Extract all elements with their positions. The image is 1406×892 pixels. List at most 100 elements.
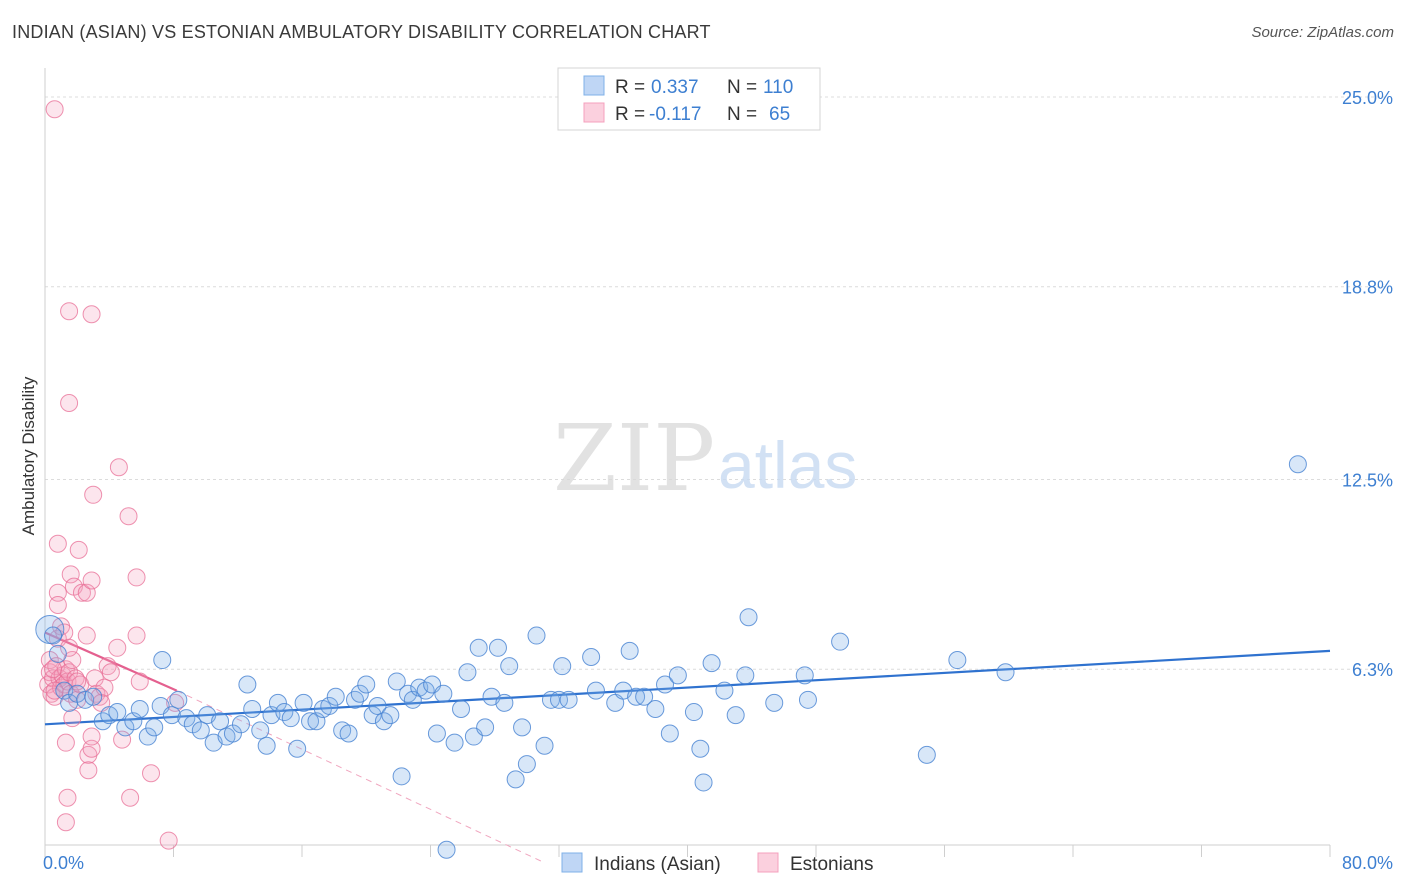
indians-point-81 xyxy=(559,690,578,709)
indians-point-91 xyxy=(660,724,679,743)
gridlines xyxy=(45,96,1385,670)
indians-point-63 xyxy=(445,733,464,752)
indians-point-83 xyxy=(586,681,605,700)
estonians-point-63 xyxy=(142,764,161,783)
indians-point-104 xyxy=(831,632,850,651)
estonians-point-54 xyxy=(101,663,120,682)
estonians-point-58 xyxy=(119,507,138,526)
estonians-point-43 xyxy=(82,739,101,758)
indians-point-2 xyxy=(48,644,67,663)
axes xyxy=(44,68,1331,857)
x-tick-label-max: 80.0% xyxy=(1342,853,1393,873)
indians-point-49 xyxy=(363,706,382,725)
y-tick-label-0: 6.3% xyxy=(1352,660,1393,680)
estonians-point-31 xyxy=(60,394,79,412)
indians-point-28 xyxy=(231,715,250,734)
estonians-point-27 xyxy=(56,813,75,832)
estonians-point-55 xyxy=(108,638,127,657)
indians-point-39 xyxy=(301,712,320,731)
indians-point-47 xyxy=(350,684,369,703)
legend-r-value-2: -0.117 xyxy=(649,104,701,125)
chart-title: INDIAN (ASIAN) VS ESTONIAN AMBULATORY DI… xyxy=(12,22,711,42)
x-tick-label-min: 0.0% xyxy=(43,853,84,873)
indians-point-55 xyxy=(399,684,418,703)
estonians-point-21 xyxy=(45,681,64,700)
indians-point-34 xyxy=(268,693,287,712)
indians-point-88 xyxy=(635,687,654,706)
legend-swatch-blue xyxy=(583,75,605,96)
estonians-point-40 xyxy=(77,626,96,645)
indians-point-62 xyxy=(437,840,456,859)
watermark-atlas: atlas xyxy=(718,428,857,502)
estonians-point-59 xyxy=(121,788,140,807)
indians-point-19 xyxy=(169,690,188,709)
indians-point-45 xyxy=(339,724,358,743)
estonians-trend xyxy=(44,631,544,863)
estonians-point-34 xyxy=(63,709,82,728)
indians-point-86 xyxy=(620,641,639,660)
estonians-point-32 xyxy=(60,302,79,321)
estonians-point-37 xyxy=(69,540,88,559)
legend-swatch-pink xyxy=(583,102,605,123)
indians-point-32 xyxy=(257,736,276,755)
indians-point-46 xyxy=(346,690,365,709)
estonians-point-60 xyxy=(127,568,146,587)
estonians-point-42 xyxy=(79,761,98,780)
source-credit: Source: ZipAtlas.com xyxy=(1251,24,1394,41)
indians-point-43 xyxy=(326,687,345,706)
indians-point-30 xyxy=(243,700,262,718)
indians-point-102 xyxy=(795,666,814,685)
indians-point-99 xyxy=(736,666,755,685)
indians-point-38 xyxy=(294,693,313,712)
estonians-point-22 xyxy=(48,534,67,553)
legend-bottom-swatch-pink xyxy=(757,852,779,873)
indians-point-75 xyxy=(517,755,536,774)
indians-point-93 xyxy=(684,703,703,722)
indians-point-94 xyxy=(691,739,710,758)
indians-point-53 xyxy=(387,672,406,691)
estonians-point-44 xyxy=(82,571,101,590)
indians-point-80 xyxy=(553,657,572,676)
indians-point-17 xyxy=(153,651,172,670)
indians-point-61 xyxy=(434,684,453,703)
indians-point-7 xyxy=(84,687,103,706)
stats-legend: R = 0.337 N = 110 R = -0.117 N = 65 xyxy=(557,67,821,131)
indians-point-72 xyxy=(500,657,519,676)
estonians-point-47 xyxy=(84,485,103,504)
indians-points xyxy=(35,455,1307,859)
indians-point-101 xyxy=(765,693,784,712)
indians-point-105 xyxy=(917,745,936,764)
estonians-point-23 xyxy=(48,583,67,602)
indians-point-37 xyxy=(288,739,307,758)
indians-point-14 xyxy=(138,727,157,746)
series-legend: Indians (Asian) Estonians xyxy=(561,852,873,875)
indians-point-42 xyxy=(320,696,339,715)
legend-bottom-label-blue: Indians (Asian) xyxy=(594,854,721,875)
y-axis-label: Ambulatory Disability xyxy=(19,376,38,535)
legend-r-value-1: 0.337 xyxy=(651,77,699,98)
legend-bottom-swatch-blue xyxy=(561,852,583,873)
indians-point-98 xyxy=(726,706,745,725)
estonians-point-46 xyxy=(82,727,101,746)
estonians-point-20 xyxy=(44,660,63,679)
indians-point-100 xyxy=(739,608,758,627)
indians-point-92 xyxy=(668,666,687,685)
estonians-point-61 xyxy=(127,626,146,645)
estonians-point-30 xyxy=(60,638,79,657)
estonians-point-48 xyxy=(85,669,104,688)
legend-bottom-label-pink: Estonians xyxy=(790,854,873,875)
indians-point-25 xyxy=(211,712,230,731)
indians-point-48 xyxy=(357,675,376,694)
indians-point-29 xyxy=(238,675,257,694)
indians-point-106 xyxy=(948,651,967,670)
estonians-point-62 xyxy=(130,672,149,691)
estonians-point-66 xyxy=(45,100,64,119)
indians-point-31 xyxy=(251,721,270,740)
indians-point-71 xyxy=(495,693,514,712)
indians-point-103 xyxy=(798,690,817,709)
estonians-point-38 xyxy=(72,583,91,602)
indians-point-50 xyxy=(368,696,387,715)
estonians-point-29 xyxy=(58,788,77,807)
estonians-point-28 xyxy=(56,733,75,752)
